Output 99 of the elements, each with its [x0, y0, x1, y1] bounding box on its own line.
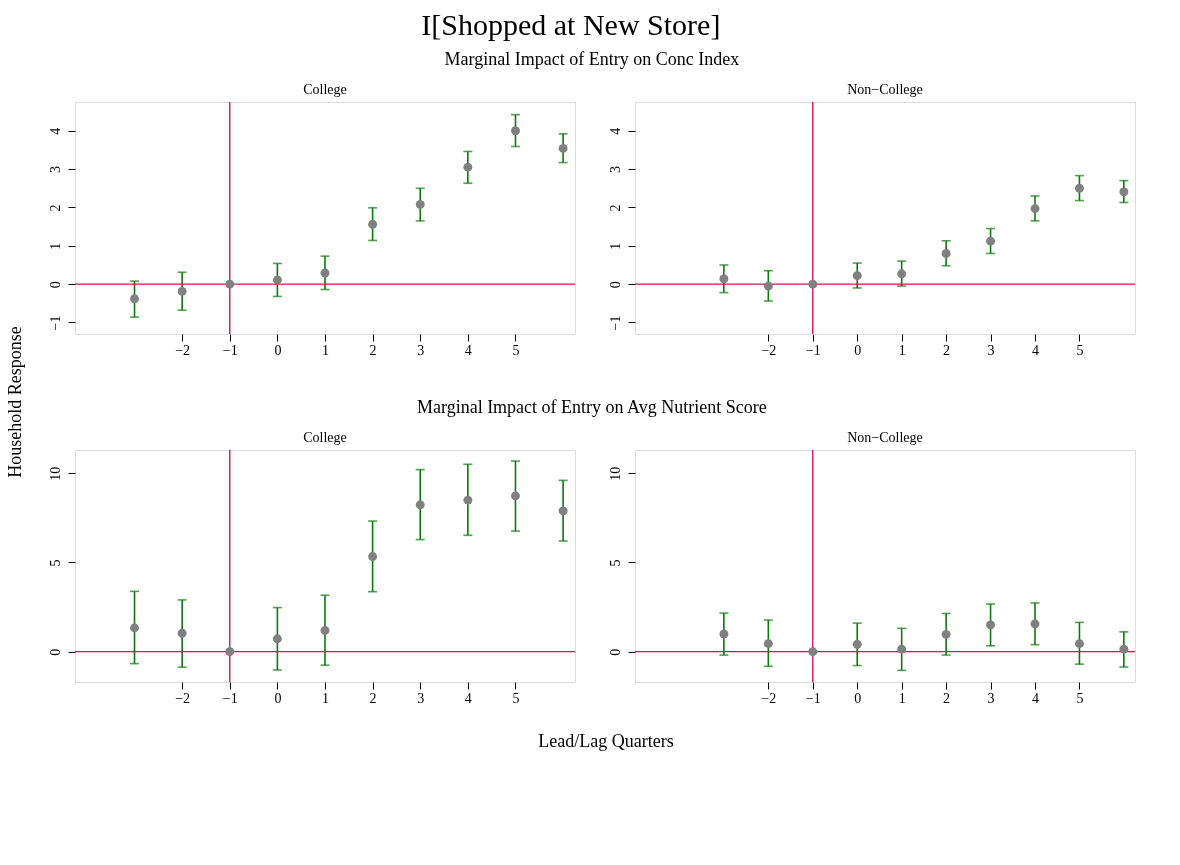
point: [808, 279, 818, 289]
x-tick-label: 1: [322, 342, 329, 358]
point: [463, 495, 473, 505]
x-tick-label: 2: [943, 690, 951, 706]
point: [1074, 183, 1084, 193]
point: [808, 647, 818, 657]
chart-title: Non−College: [847, 82, 923, 98]
point: [177, 286, 187, 296]
x-tick-label: 4: [1032, 342, 1039, 358]
y-tick-label: −1: [607, 315, 623, 331]
y-tick-label: 0: [607, 648, 623, 656]
y-tick-label: 0: [607, 281, 623, 289]
y-tick-label: 0: [47, 648, 63, 656]
point: [1030, 619, 1040, 629]
x-axis-title: Lead/Lag Quarters: [538, 731, 674, 751]
x-tick-label: −2: [175, 342, 191, 358]
y-tick-label: 10: [47, 466, 63, 481]
point: [941, 629, 951, 639]
point: [320, 625, 330, 635]
y-tick-label: −1: [47, 315, 63, 331]
point: [415, 500, 425, 510]
x-tick-label: 4: [464, 342, 472, 358]
x-tick-label: 3: [417, 690, 425, 706]
x-tick-label: 4: [1032, 690, 1039, 706]
x-tick-label: 5: [512, 690, 520, 706]
point: [272, 275, 282, 285]
x-tick-label: 5: [1076, 690, 1084, 706]
x-tick-label: 2: [943, 342, 951, 358]
x-tick-label: −1: [222, 690, 238, 706]
y-tick-label: 2: [607, 204, 623, 212]
chart-title: Non−College: [847, 430, 923, 446]
x-tick-label: 3: [987, 342, 995, 358]
point: [415, 199, 425, 209]
x-tick-label: 0: [274, 342, 282, 358]
point: [897, 644, 907, 654]
y-tick-label: 2: [47, 204, 63, 212]
chart-title: College: [303, 82, 347, 98]
x-tick-label: −2: [175, 690, 191, 706]
chart-title: College: [303, 430, 347, 446]
y-tick-label: 5: [47, 559, 63, 567]
y-tick-label: 3: [47, 166, 63, 174]
point: [368, 552, 378, 561]
point: [320, 268, 330, 278]
point: [1119, 187, 1129, 197]
x-tick-label: −2: [761, 690, 777, 706]
x-tick-label: 3: [417, 342, 425, 358]
x-tick-label: 3: [987, 690, 995, 706]
point: [986, 236, 996, 246]
point: [368, 219, 378, 229]
point: [852, 271, 862, 281]
x-tick-label: 0: [854, 690, 862, 706]
point: [763, 281, 773, 291]
y-tick-label: 4: [47, 127, 63, 135]
x-tick-label: −1: [805, 342, 821, 358]
point: [941, 249, 951, 258]
y-tick-label: 4: [607, 127, 623, 135]
chart-subtitle: Marginal Impact of Entry on Conc Index: [444, 48, 740, 69]
chart-subtitle: Marginal Impact of Entry on Avg Nutrient Score: [416, 396, 767, 417]
x-tick-label: 1: [322, 690, 329, 706]
point: [763, 639, 773, 649]
x-tick-label: −2: [761, 342, 777, 358]
point: [225, 647, 235, 657]
point: [511, 491, 520, 501]
x-tick-label: 5: [1076, 342, 1084, 358]
x-tick-label: 0: [274, 690, 282, 706]
x-tick-label: 1: [898, 690, 906, 706]
y-tick-label: 1: [47, 242, 63, 250]
x-tick-label: 5: [512, 342, 520, 358]
y-axis-title: Household Response: [5, 326, 25, 478]
point: [130, 294, 139, 304]
y-tick-label: 0: [47, 281, 63, 289]
y-tick-label: 5: [607, 559, 623, 567]
x-tick-label: 2: [369, 342, 377, 358]
point: [225, 279, 235, 289]
y-tick-label: 10: [607, 466, 623, 481]
x-tick-label: −1: [222, 342, 238, 358]
point: [852, 639, 862, 649]
point: [511, 126, 520, 136]
point: [558, 506, 568, 516]
point: [177, 628, 187, 638]
x-tick-label: 1: [898, 342, 906, 358]
x-tick-label: −1: [805, 690, 821, 706]
point: [463, 162, 473, 172]
point: [719, 629, 729, 639]
point: [986, 620, 996, 630]
point: [130, 623, 139, 633]
y-tick-label: 1: [607, 242, 623, 250]
x-tick-label: 2: [369, 690, 377, 706]
point: [558, 143, 568, 153]
text: I[Shopped at New Store]: [421, 7, 721, 41]
point: [272, 634, 282, 644]
x-tick-label: 0: [854, 342, 862, 358]
point: [1074, 639, 1084, 649]
point: [1030, 204, 1040, 214]
x-tick-label: 4: [464, 690, 472, 706]
point: [1119, 644, 1129, 654]
point: [897, 269, 907, 279]
point: [719, 274, 729, 284]
y-tick-label: 3: [607, 166, 623, 174]
